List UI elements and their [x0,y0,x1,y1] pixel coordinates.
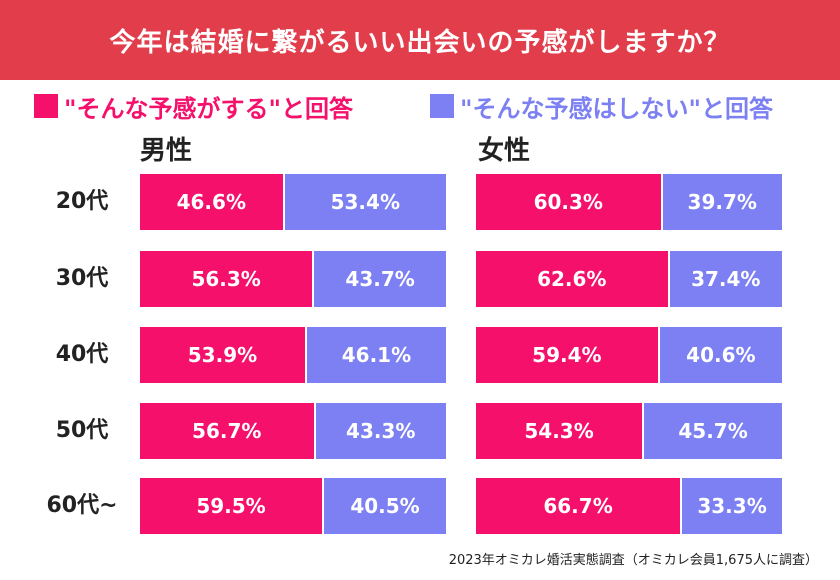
legend-no-swatch [430,94,454,118]
legend-yes: "そんな予感がする"と回答 [34,86,353,126]
data-label: 66.7% [543,494,613,518]
bar-segment-yes: 54.3% [476,403,643,459]
bar-segment-yes: 59.5% [140,478,323,534]
data-label: 59.4% [532,343,602,367]
bar-segment-yes: 59.4% [476,327,658,383]
stacked-bar-male: 56.7% 43.3% [140,403,446,459]
data-label: 53.9% [187,343,258,367]
stacked-bar-female: 60.3% 39.7% [476,174,782,230]
row-label: 40代 [55,342,109,367]
data-label: 43.3% [346,419,416,443]
chart-title-banner: 今年は結婚に繋がるいい出会いの予感がしますか？ [0,0,840,80]
panel-title-female: 女性 [478,136,531,166]
data-label: 56.3% [191,267,261,291]
row-label: 50代 [55,418,109,443]
bar-segment-yes: 53.9% [140,327,305,383]
data-label: 33.3% [697,494,767,518]
row-label: 20代 [55,189,109,214]
data-label: 59.5% [196,494,266,518]
data-label: 40.6% [686,343,756,367]
data-label: 39.7% [687,190,757,214]
bar-segment-yes: 60.3% [476,174,661,230]
legend-no-label: "そんな予感はしない"と回答 [460,94,774,123]
source-note: 2023年オミカレ婚活実態調査（オミカレ会員1,675人に調査） [448,553,818,568]
bar-segment-no: 43.3% [313,403,446,459]
data-label: 46.1% [341,343,412,367]
legend-yes-swatch [34,94,58,118]
data-label: 53.4% [330,190,400,214]
legend-no: "そんな予感はしない"と回答 [430,86,773,126]
bar-segment-no: 37.4% [667,251,782,307]
data-label: 43.7% [345,267,415,291]
stacked-bar-female: 62.6% 37.4% [476,251,782,307]
stacked-bar-male: 46.6% 53.4% [140,174,446,230]
data-label: 60.3% [533,190,603,214]
row-label: 60代~ [46,493,118,518]
bar-segment-no: 33.3% [680,478,782,534]
bar-segment-no: 46.1% [304,327,446,383]
bar-segment-no: 40.5% [322,478,446,534]
stacked-bar-female: 59.4% 40.6% [476,327,782,383]
stacked-bar-male: 59.5% 40.5% [140,478,446,534]
bar-segment-no: 53.4% [282,174,446,230]
legend-yes-label: "そんな予感がする"と回答 [64,94,354,123]
panel-title-male: 男性 [140,136,193,166]
bar-segment-yes: 46.6% [140,174,283,230]
stacked-bar-male: 53.9% 46.1% [140,327,446,383]
data-label: 37.4% [691,267,761,291]
bar-segment-no: 39.7% [660,174,782,230]
data-label: 54.3% [524,419,594,443]
bar-segment-no: 40.6% [657,327,782,383]
data-label: 56.7% [192,419,262,443]
row-label: 30代 [55,266,109,291]
stacked-bar-female: 66.7% 33.3% [476,478,782,534]
data-label: 45.7% [678,419,748,443]
stacked-bar-male: 56.3% 43.7% [140,251,446,307]
bar-segment-yes: 56.7% [140,403,314,459]
bar-segment-no: 43.7% [312,251,446,307]
bar-segment-yes: 62.6% [476,251,668,307]
data-label: 40.5% [350,494,420,518]
data-label: 46.6% [176,190,246,214]
chart-title: 今年は結婚に繋がるいい出会いの予感がしますか？ [109,27,731,58]
bar-segment-yes: 56.3% [140,251,313,307]
stacked-bar-female: 54.3% 45.7% [476,403,782,459]
bar-segment-yes: 66.7% [476,478,681,534]
data-label: 62.6% [537,267,607,291]
bar-segment-no: 45.7% [642,403,782,459]
